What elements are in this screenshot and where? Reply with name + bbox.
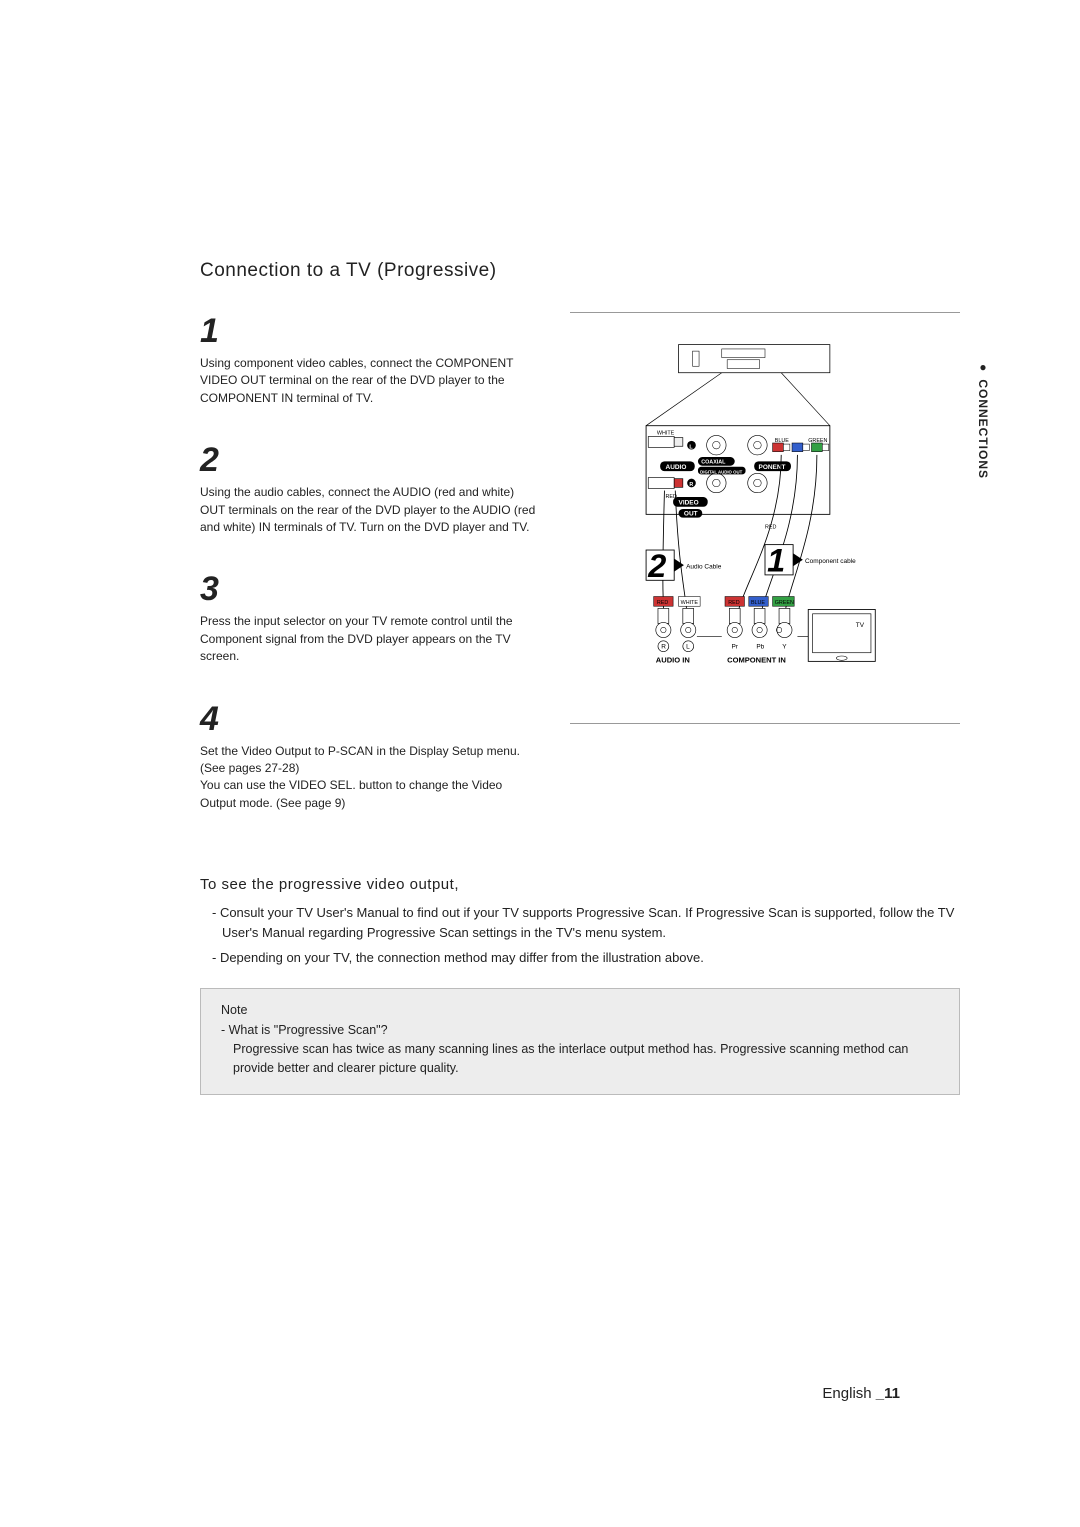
label-tv: TV: [856, 622, 865, 629]
step-2: 2 Using the audio cables, connect the AU…: [200, 441, 540, 536]
page: CONNECTIONS Connection to a TV (Progress…: [0, 0, 1080, 1527]
subheading: To see the progressive video output,: [200, 876, 960, 893]
divider-top: [570, 312, 960, 313]
svg-text:L: L: [686, 643, 690, 650]
audio-plug-red: [648, 478, 683, 489]
step-number: 1: [200, 312, 540, 351]
step-1: 1 Using component video cables, connect …: [200, 312, 540, 407]
svg-text:Y: Y: [782, 643, 787, 650]
page-footer: English _11: [822, 1385, 900, 1402]
label-component-cable: Component cable: [805, 558, 856, 565]
step-3: 3 Press the input selector on your TV re…: [200, 570, 540, 665]
component-plug-blue: [792, 443, 809, 452]
svg-text:WHITE: WHITE: [681, 600, 699, 606]
pill-coaxial: COAXIAL: [701, 460, 726, 466]
svg-text:R: R: [661, 643, 666, 650]
steps-column: 1 Using component video cables, connect …: [200, 312, 540, 846]
step-body: Set the Video Output to P-SCAN in the Di…: [200, 743, 540, 813]
svg-text:GREEN: GREEN: [775, 600, 794, 606]
label-white: WHITE: [657, 430, 675, 436]
step-number: 2: [200, 441, 540, 480]
svg-text:Pr: Pr: [731, 643, 738, 650]
svg-text:RED: RED: [657, 600, 668, 606]
label-audio-in: AUDIO IN: [656, 655, 690, 664]
label-component-in: COMPONENT IN: [727, 655, 786, 664]
note-question: - What is "Progressive Scan"?: [221, 1021, 943, 1040]
step-number: 3: [200, 570, 540, 609]
pill-ponent: PONENT: [759, 464, 786, 471]
step-body: Press the input selector on your TV remo…: [200, 613, 540, 665]
label-audio-cable: Audio Cable: [686, 563, 722, 570]
footer-page-number: _11: [876, 1385, 900, 1402]
page-title: Connection to a TV (Progressive): [200, 260, 960, 282]
note-box: Note - What is "Progressive Scan"? Progr…: [200, 988, 960, 1095]
step-body: Using the audio cables, connect the AUDI…: [200, 484, 540, 536]
bullet-list: - Consult your TV User's Manual to find …: [200, 903, 960, 968]
component-plug-green: [811, 443, 828, 452]
step-number: 4: [200, 700, 540, 739]
connection-diagram: WHITE RED L R BLUE GR: [570, 323, 960, 723]
pill-audio: AUDIO: [666, 464, 687, 471]
svg-text:BLUE: BLUE: [751, 600, 765, 606]
svg-text:R: R: [689, 482, 693, 488]
component-plug-red: [773, 443, 790, 452]
svg-text:2: 2: [647, 548, 666, 584]
diagram-svg: WHITE RED L R BLUE GR: [570, 323, 960, 723]
note-heading: Note: [221, 1001, 943, 1020]
step-4: 4 Set the Video Output to P-SCAN in the …: [200, 700, 540, 813]
section-tab: CONNECTIONS: [976, 360, 990, 479]
svg-text:1: 1: [767, 543, 785, 579]
step-body: Using component video cables, connect th…: [200, 355, 540, 407]
pill-digital: DIGITAL AUDIO OUT: [700, 469, 742, 474]
pill-video: VIDEO: [679, 500, 699, 507]
bottom-connectors: RED WHITE RED BLUE GREEN: [654, 597, 795, 665]
content-columns: 1 Using component video cables, connect …: [200, 312, 960, 846]
svg-text:RED: RED: [728, 600, 739, 606]
divider-bottom: [570, 723, 960, 724]
footer-language: English: [822, 1385, 871, 1402]
bullet-item: - Depending on your TV, the connection m…: [222, 948, 960, 968]
diagram-column: WHITE RED L R BLUE GR: [570, 312, 960, 734]
audio-plug-white: [648, 437, 683, 448]
note-answer: Progressive scan has twice as many scann…: [221, 1040, 943, 1078]
bullet-item: - Consult your TV User's Manual to find …: [222, 903, 960, 942]
svg-text:Pb: Pb: [756, 643, 764, 650]
pill-out: OUT: [684, 510, 698, 517]
